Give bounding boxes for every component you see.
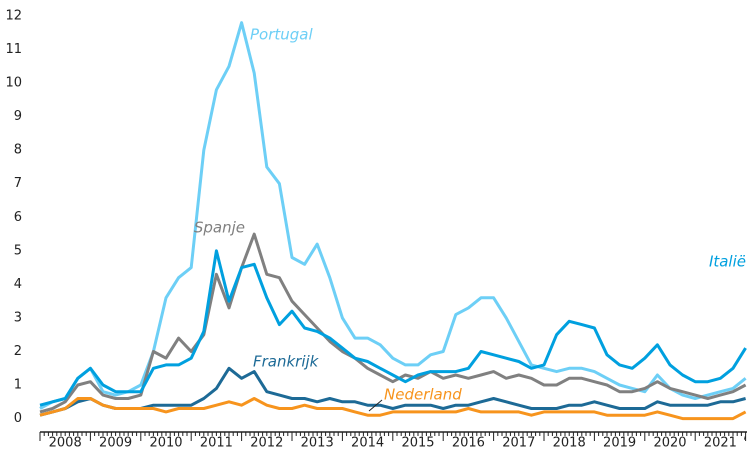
y-tick-label: 2 (14, 344, 22, 359)
x-tick-label: 2009 (99, 436, 132, 450)
x-tick-label: 2008 (49, 436, 82, 450)
x-tick-label: 2020 (653, 436, 686, 450)
x-tick-label: 2014 (351, 436, 384, 450)
series-label: Italië (709, 253, 746, 271)
x-tick-label: 2017 (502, 436, 535, 450)
x-tick-label: 2011 (200, 436, 233, 450)
y-tick-label: 10 (5, 76, 22, 91)
x-tick-label: 2016 (452, 436, 485, 450)
x-tick-label: 2013 (301, 436, 334, 450)
y-tick-label: 8 (14, 143, 22, 158)
x-tick-label: 2015 (401, 436, 434, 450)
series-label: Nederland (384, 386, 462, 404)
y-tick-label: 9 (14, 109, 22, 124)
series-line (39, 249, 747, 407)
label-leader (368, 399, 383, 412)
y-tick-label: 11 (5, 42, 22, 57)
x-tick-label: 2021 (704, 436, 737, 450)
y-tick-label: 0 (14, 411, 22, 426)
y-tick-label: 1 (14, 378, 22, 393)
y-tick-label: 12 (5, 9, 22, 24)
y-tick-label: 4 (14, 277, 22, 292)
series-label: Spanje (194, 219, 245, 237)
series-line (39, 21, 747, 410)
y-tick-label: 3 (14, 310, 22, 325)
x-tick-label: 2012 (250, 436, 283, 450)
series-line (39, 232, 747, 414)
series-label: Portugal (250, 26, 313, 44)
x-tick-label: 2018 (553, 436, 586, 450)
y-tick-label: 6 (14, 210, 22, 225)
y-tick-label: 5 (14, 243, 22, 258)
series-line (39, 366, 746, 417)
x-tick-label: 2019 (603, 436, 636, 450)
y-tick-label: 7 (14, 176, 22, 191)
series-line (39, 397, 747, 421)
x-tick-label: ’22 (743, 436, 747, 450)
x-tick-label: 2010 (149, 436, 182, 450)
series-label: Frankrijk (253, 353, 320, 371)
